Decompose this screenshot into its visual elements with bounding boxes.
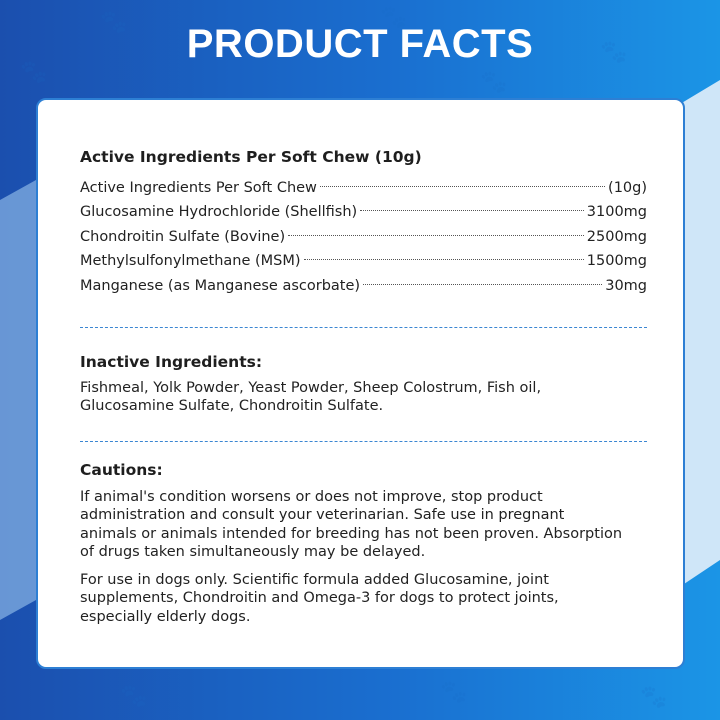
ingredient-amount: 2500mg bbox=[586, 228, 647, 245]
active-heading: Active Ingredients Per Soft Chew (10g) bbox=[80, 148, 422, 166]
paw-icon: 🐾 bbox=[100, 10, 128, 35]
ingredient-amount: 3100mg bbox=[586, 204, 647, 221]
cautions-heading: Cautions: bbox=[80, 461, 163, 479]
inactive-text: Fishmeal, Yolk Powder, Yeast Powder, She… bbox=[80, 380, 542, 415]
ingredient-row: Glucosamine Hydrochloride (Shellfish) 310… bbox=[80, 200, 647, 224]
cautions-paragraph: If animal's condition worsens or does no… bbox=[80, 489, 623, 560]
ingredient-name: Active Ingredients Per Soft Chew bbox=[80, 180, 317, 196]
ingredient-row: Active Ingredients Per Soft Chew (10g) bbox=[80, 176, 647, 200]
paw-icon: 🐾 bbox=[600, 40, 628, 65]
ingredient-name: Manganese (as Manganese ascorbate) bbox=[80, 277, 361, 294]
inactive-heading: Inactive Ingredients: bbox=[80, 353, 263, 371]
ingredient-amount: 30mg bbox=[605, 277, 647, 294]
cautions-paragraph: For use in dogs only. Scientific formula… bbox=[80, 572, 559, 625]
ingredient-row: Chondroitin Sulfate (Bovine) 2500mg bbox=[80, 225, 647, 249]
page-title: PRODUCT FACTS bbox=[186, 22, 534, 66]
ingredient-name: Glucosamine Hydrochloride (Shellfish) bbox=[80, 204, 358, 221]
divider bbox=[80, 441, 647, 442]
product-facts-card: Active Ingredients Per Soft Chew (10g) A… bbox=[36, 98, 685, 669]
paw-icon: 🐾 bbox=[480, 70, 508, 95]
ingredient-amount: 1500mg bbox=[586, 253, 647, 270]
ingredient-amount: (10g) bbox=[608, 180, 647, 196]
divider bbox=[80, 327, 647, 328]
ingredient-name: Methylsulfonylmethane (MSM) bbox=[80, 253, 301, 270]
paw-icon: 🐾 bbox=[440, 680, 468, 705]
paw-icon: 🐾 bbox=[20, 60, 48, 85]
active-ingredients-list: Active Ingredients Per Soft Chew (10g) Gl… bbox=[80, 176, 647, 298]
paw-icon: 🐾 bbox=[380, 5, 408, 30]
paw-icon: 🐾 bbox=[120, 684, 148, 709]
ingredient-row: Methylsulfonylmethane (MSM) 1500mg bbox=[80, 249, 647, 273]
ingredient-row: Manganese (as Manganese ascorbate) 30mg bbox=[80, 274, 647, 298]
ingredient-name: Chondroitin Sulfate (Bovine) bbox=[80, 228, 286, 245]
paw-icon: 🐾 bbox=[640, 685, 668, 710]
